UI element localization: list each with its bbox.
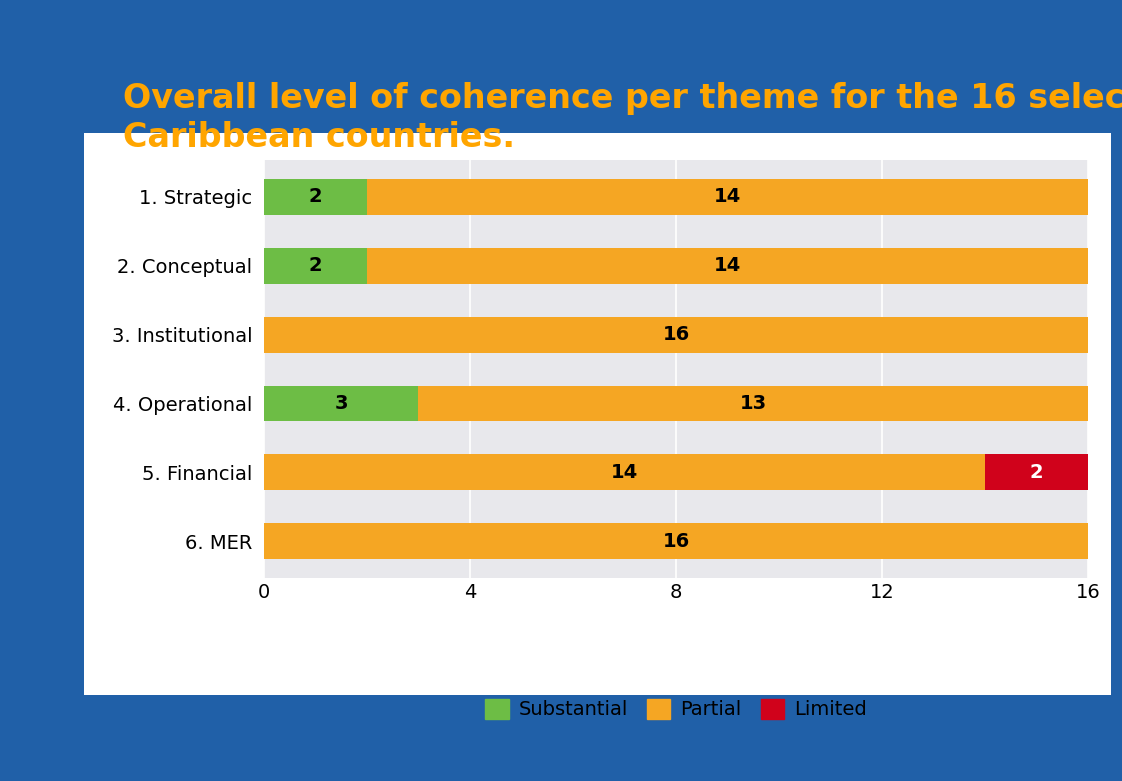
Bar bbox=[264, 523, 1088, 559]
Legend: Substantial, Partial, Limited: Substantial, Partial, Limited bbox=[478, 691, 874, 727]
Text: 2: 2 bbox=[309, 256, 322, 275]
Bar bbox=[419, 386, 1088, 421]
Text: Caribbean countries.: Caribbean countries. bbox=[123, 121, 515, 154]
Bar bbox=[985, 455, 1088, 490]
Bar bbox=[264, 248, 367, 284]
Bar bbox=[264, 455, 985, 490]
Text: 13: 13 bbox=[739, 394, 766, 413]
Bar bbox=[264, 386, 419, 421]
Text: 14: 14 bbox=[714, 187, 742, 206]
Bar bbox=[264, 179, 367, 215]
Text: 3: 3 bbox=[334, 394, 348, 413]
Bar bbox=[264, 317, 1088, 352]
Text: 14: 14 bbox=[714, 256, 742, 275]
Text: 14: 14 bbox=[610, 463, 638, 482]
Bar bbox=[367, 248, 1088, 284]
Text: 2: 2 bbox=[1030, 463, 1043, 482]
Bar bbox=[367, 179, 1088, 215]
Text: Overall level of coherence per theme for the 16 selected: Overall level of coherence per theme for… bbox=[123, 82, 1122, 115]
Text: 16: 16 bbox=[662, 325, 690, 344]
Text: 2: 2 bbox=[309, 187, 322, 206]
Text: 16: 16 bbox=[662, 532, 690, 551]
